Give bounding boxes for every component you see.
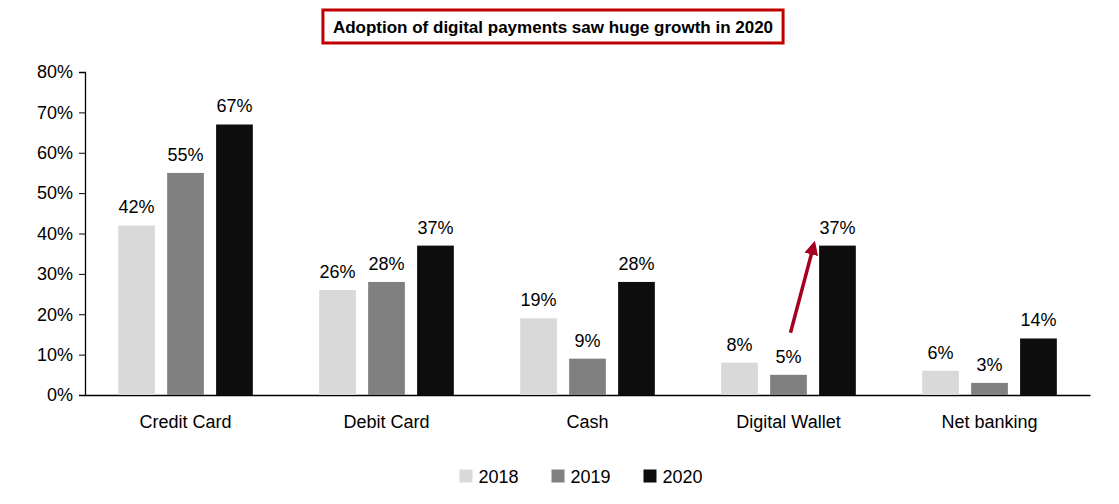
bar (618, 282, 655, 395)
data-label: 5% (775, 347, 801, 367)
x-tick-label: Cash (566, 412, 608, 432)
y-axis-line (79, 73, 86, 396)
data-label: 14% (1020, 310, 1056, 330)
y-tick-mark (79, 153, 85, 154)
y-tick: 70% (37, 103, 85, 123)
data-label: 6% (928, 343, 954, 363)
y-tick-label: 30% (37, 264, 73, 284)
x-tick: Debit Card (343, 395, 429, 432)
chart: Adoption of digital payments saw huge gr… (0, 0, 1119, 504)
x-tick: Cash (566, 395, 608, 432)
legend-swatch (460, 470, 473, 483)
y-tick: 60% (37, 143, 85, 163)
y-tick-mark (79, 112, 85, 113)
y-tick-label: 40% (37, 224, 73, 244)
y-tick-mark (79, 234, 85, 235)
data-label: 3% (976, 355, 1002, 375)
y-tick-mark (79, 314, 85, 315)
bar (1020, 338, 1057, 395)
bar (971, 383, 1008, 395)
y-tick-label: 50% (37, 183, 73, 203)
data-label: 55% (167, 145, 203, 165)
x-tick: Net banking (941, 395, 1037, 432)
bar (118, 225, 155, 395)
y-axis: 0% 10% 20% 30% 40% 50% 60% 70% 80% (37, 62, 86, 405)
data-label: 37% (417, 218, 453, 238)
series (216, 124, 1057, 395)
y-tick-label: 60% (37, 143, 73, 163)
data-labels: 42% 26% 19% 8% 6% 55% 28% 9% 5% 3% 67% 37% 28% 37% 14% (119, 96, 1057, 374)
bar (368, 282, 405, 395)
y-tick-label: 10% (37, 345, 73, 365)
bar (721, 363, 758, 395)
bar (520, 318, 557, 395)
data-label: 67% (216, 96, 252, 116)
data-label: 37% (819, 218, 855, 238)
legend-item: 2018 (460, 467, 519, 487)
y-tick: 30% (37, 264, 85, 284)
bar (922, 371, 959, 395)
data-label: 8% (727, 335, 753, 355)
bar (819, 246, 856, 395)
x-tick: Digital Wallet (736, 395, 840, 432)
data-label: 26% (320, 262, 356, 282)
bar (569, 359, 606, 395)
legend-label: 2019 (571, 467, 611, 487)
legend-swatch (552, 470, 565, 483)
y-tick-mark (79, 355, 85, 356)
data-label: 28% (368, 254, 404, 274)
x-tick-label: Credit Card (139, 412, 231, 432)
y-tick-label: 0% (47, 385, 73, 405)
title-box (323, 10, 783, 43)
legend-swatch (644, 470, 657, 483)
y-tick-mark (79, 72, 85, 73)
x-tick-label: Debit Card (343, 412, 429, 432)
bars (118, 124, 1057, 395)
legend: 2018 2019 2020 (460, 467, 703, 487)
legend-label: 2018 (479, 467, 519, 487)
bar (319, 290, 356, 395)
data-label: 19% (521, 290, 557, 310)
title-group: Adoption of digital payments saw huge gr… (323, 10, 783, 43)
y-tick: 50% (37, 183, 85, 203)
y-tick-mark (79, 193, 85, 194)
bar (216, 124, 253, 395)
y-tick-label: 80% (37, 62, 73, 82)
data-label: 42% (119, 197, 155, 217)
legend-label: 2020 (663, 467, 703, 487)
y-tick-mark (79, 395, 85, 396)
x-tick-label: Digital Wallet (736, 412, 840, 432)
bar (770, 375, 807, 395)
x-axis-line (86, 395, 1091, 396)
series (167, 173, 1008, 395)
y-tick: 0% (47, 385, 85, 405)
x-tick-label: Net banking (941, 412, 1037, 432)
data-label: 9% (574, 331, 600, 351)
y-tick: 40% (37, 224, 85, 244)
legend-item: 2019 (552, 467, 611, 487)
y-tick-mark (79, 274, 85, 275)
legend-item: 2020 (644, 467, 703, 487)
annotation-arrow (791, 248, 814, 333)
y-tick-label: 20% (37, 305, 73, 325)
bar (417, 246, 454, 395)
title: Adoption of digital payments saw huge gr… (333, 18, 773, 37)
x-axis: Credit Card Debit Card Cash Digital Wallet N… (86, 395, 1091, 432)
y-tick-label: 70% (37, 103, 73, 123)
y-tick: 80% (37, 62, 85, 82)
y-tick: 20% (37, 305, 85, 325)
x-tick: Credit Card (139, 395, 231, 432)
bar (167, 173, 204, 395)
y-tick: 10% (37, 345, 85, 365)
data-label: 28% (618, 254, 654, 274)
